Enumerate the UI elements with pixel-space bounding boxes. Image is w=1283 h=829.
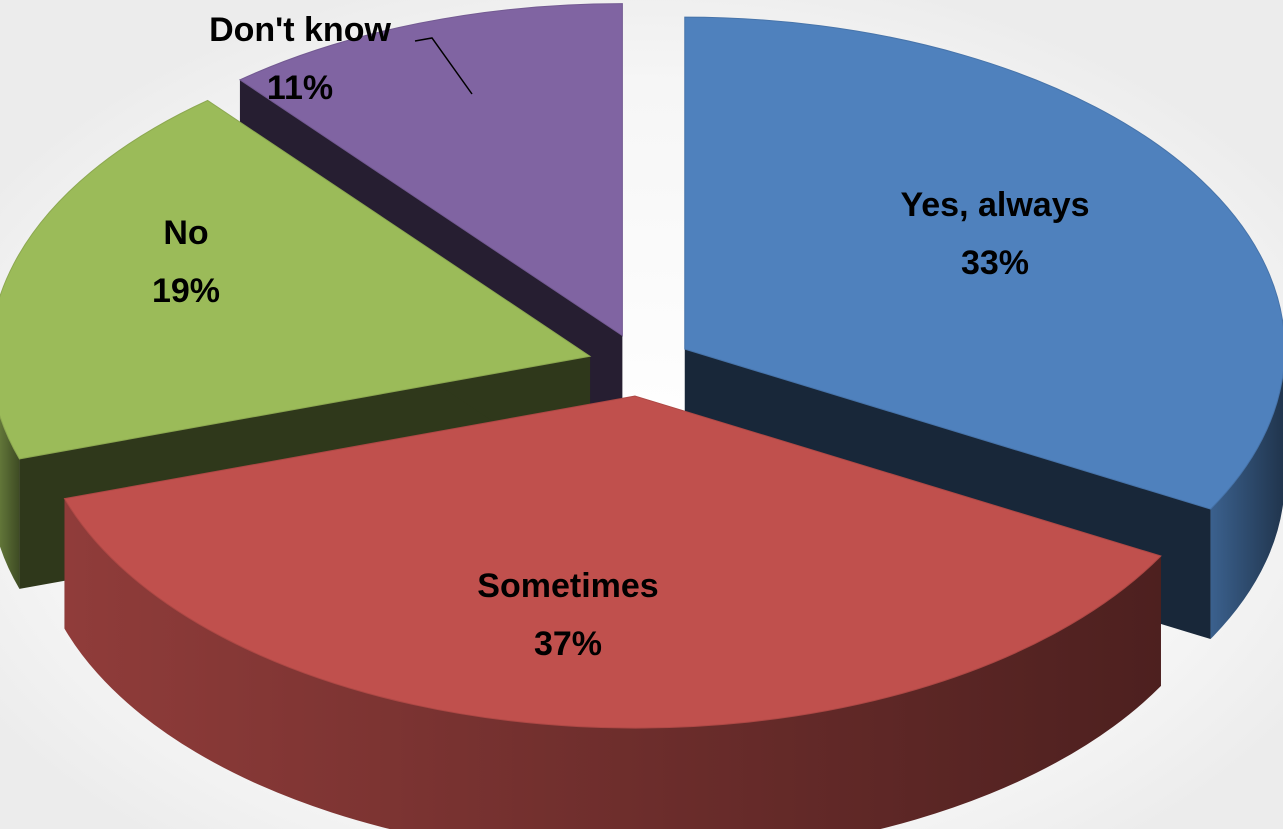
pie-slice-1 — [63, 395, 1162, 829]
pie-slice-side-2 — [0, 416, 20, 589]
pie-slice-top-0 — [684, 16, 1283, 510]
pie-slice-top-2 — [0, 99, 592, 460]
pie-label-name-3: Don't know — [209, 11, 391, 49]
pie-slice-top-3 — [238, 3, 623, 337]
pie-slice-side-1 — [64, 498, 1161, 829]
pie-label-value-1: 37% — [534, 625, 602, 663]
pie-label-leader-3 — [414, 37, 473, 95]
pie-labels: Yes, always 33% Sometimes 37% No 19% Don't kno… — [152, 11, 1090, 663]
pie-label-value-2: 19% — [152, 272, 220, 310]
pie-slices — [0, 3, 1283, 829]
pie-label-value-0: 33% — [961, 244, 1029, 282]
pie-label-name-2: No — [163, 214, 208, 252]
pie-label-name-0: Yes, always — [900, 186, 1089, 224]
pie-slice-top-1 — [63, 395, 1162, 729]
pie-label-1: Sometimes 37% — [477, 567, 658, 663]
pie-label-value-3: 11% — [267, 69, 333, 107]
pie-label-2: No 19% — [152, 214, 220, 310]
pie-slice-side-0 — [1210, 374, 1283, 640]
pie-label-name-1: Sometimes — [477, 567, 658, 605]
pie-label-3: Don't know 11% — [209, 11, 391, 107]
pie-label-0: Yes, always 33% — [900, 186, 1089, 282]
